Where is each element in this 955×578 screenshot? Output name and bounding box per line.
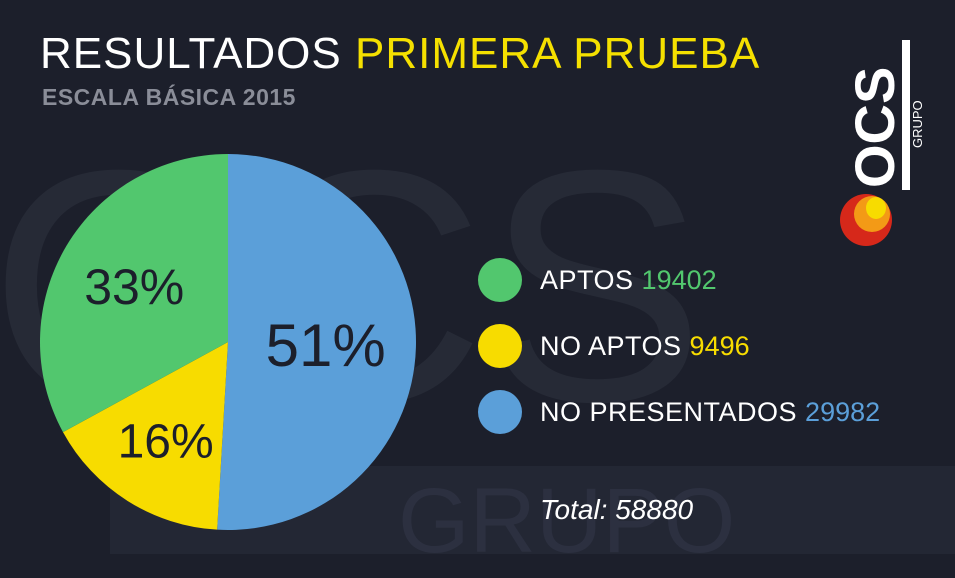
legend-dot-aptos: [478, 258, 522, 302]
page-title: RESULTADOS PRIMERA PRUEBA: [40, 28, 760, 80]
chart-legend: APTOS 19402 NO APTOS 9496 NO PRESENTADOS…: [478, 258, 880, 456]
legend-value-aptos: 19402: [641, 264, 717, 295]
legend-label-no-presentados: NO PRESENTADOS: [540, 396, 798, 427]
legend-label-aptos: APTOS: [540, 264, 634, 295]
pie-label-aptos: 33%: [84, 259, 184, 315]
legend-value-no-presentados: 29982: [805, 396, 881, 427]
legend-dot-no-presentados: [478, 390, 522, 434]
pie-label-no-aptos: 16%: [118, 415, 214, 468]
ocs-logo: OCS GRUPO: [840, 40, 925, 246]
pie-slice-aptos: [39, 154, 228, 433]
logo-letters: OCS: [843, 67, 906, 188]
page-subtitle: ESCALA BÁSICA 2015: [42, 84, 296, 110]
logo-flame-icon: [840, 194, 892, 246]
legend-item-no-aptos: NO APTOS 9496: [478, 324, 880, 368]
legend-item-aptos: APTOS 19402: [478, 258, 880, 302]
legend-dot-no-aptos: [478, 324, 522, 368]
logo-bar: [902, 40, 910, 190]
legend-item-no-presentados: NO PRESENTADOS 29982: [478, 390, 880, 434]
pie-slice-no-presentados: [217, 154, 417, 530]
legend-value-no-aptos: 9496: [689, 330, 750, 361]
pie-slice-no-aptos: [62, 342, 228, 530]
pie-label-no-presentados: 51%: [266, 312, 386, 379]
title-accent: PRIMERA PRUEBA: [355, 29, 761, 78]
title-main: RESULTADOS: [40, 29, 342, 78]
logo-sub: GRUPO: [910, 100, 925, 148]
total-count: Total: 58880: [540, 494, 694, 525]
legend-label-no-aptos: NO APTOS: [540, 330, 682, 361]
